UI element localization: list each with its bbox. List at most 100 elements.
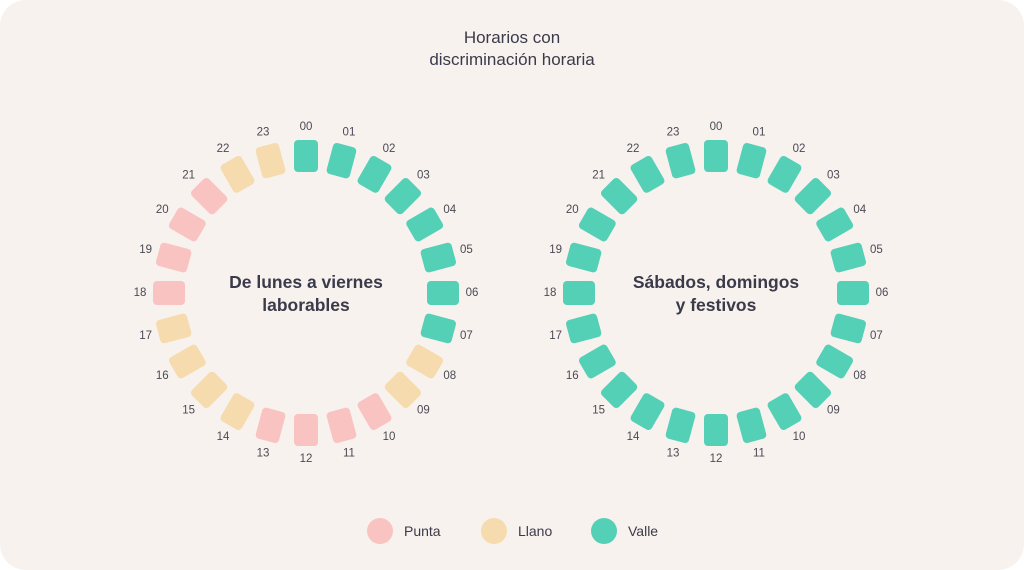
weekday-hour-label-23: 23 — [257, 127, 270, 139]
weekday-hour-tile-07 — [420, 313, 456, 344]
weekend-hour-tile-14 — [630, 393, 665, 431]
weekday-hour-label-19: 19 — [139, 244, 152, 256]
weekday-hour-label-05: 05 — [460, 244, 473, 256]
weekend-hour-label-02: 02 — [793, 143, 806, 155]
weekday-hour-tile-00 — [294, 140, 318, 172]
title-line-1: Horarios con — [463, 28, 561, 47]
weekday-hour-label-18: 18 — [134, 287, 147, 299]
weekend-hour-tile-09 — [794, 371, 832, 409]
weekend-hour-label-19: 19 — [549, 244, 562, 256]
legend-label-valle: Valle — [628, 523, 659, 539]
page-title: Horarios con discriminación horaria — [262, 27, 762, 71]
weekday-hour-label-02: 02 — [383, 143, 396, 155]
weekend-hour-label-18: 18 — [544, 287, 557, 299]
weekend-hour-label-11: 11 — [753, 447, 765, 459]
legend-item-llano: Llano — [481, 516, 552, 546]
weekday-hour-label-13: 13 — [257, 447, 270, 459]
weekend-label-line-2: y festivos — [675, 295, 757, 315]
weekday-hour-tile-14 — [220, 393, 255, 431]
weekday-hour-tile-09 — [384, 371, 422, 409]
weekend-hour-tile-18 — [563, 281, 595, 305]
weekend-hour-tile-23 — [665, 143, 696, 179]
weekend-hour-label-07: 07 — [870, 330, 883, 342]
weekday-center-label: De lunes a viernes laborables — [196, 271, 416, 317]
weekend-hour-tile-06 — [837, 281, 869, 305]
weekday-hour-label-16: 16 — [156, 370, 169, 382]
weekday-hour-tile-20 — [168, 207, 206, 242]
weekend-hour-label-04: 04 — [853, 204, 866, 216]
weekend-hour-tile-03 — [794, 177, 832, 215]
weekday-hour-tile-15 — [190, 371, 228, 409]
weekend-hour-tile-02 — [767, 155, 802, 193]
weekday-hour-label-01: 01 — [343, 127, 356, 139]
weekend-hour-label-06: 06 — [876, 287, 889, 299]
weekend-hour-tile-21 — [600, 177, 638, 215]
weekend-hour-tile-04 — [816, 207, 854, 242]
weekday-hour-tile-08 — [406, 344, 444, 379]
legend: Punta Llano Valle — [0, 516, 1024, 548]
weekday-hour-tile-11 — [326, 407, 357, 443]
weekend-hour-tile-20 — [578, 207, 616, 242]
weekend-hour-tile-17 — [566, 313, 602, 344]
legend-label-llano: Llano — [518, 523, 553, 539]
weekend-hour-tile-15 — [600, 371, 638, 409]
weekend-hour-label-15: 15 — [592, 404, 605, 416]
weekend-hour-tile-00 — [704, 140, 728, 172]
title-line-2: discriminación horaria — [429, 50, 595, 69]
weekend-hour-label-23: 23 — [667, 127, 680, 139]
weekend-hour-label-08: 08 — [853, 370, 866, 382]
weekday-hour-tile-02 — [357, 155, 392, 193]
weekday-hour-tile-16 — [168, 344, 206, 379]
weekday-hour-label-20: 20 — [156, 204, 169, 216]
weekday-label-line-2: laborables — [262, 295, 350, 315]
weekend-hour-tile-01 — [736, 143, 767, 179]
weekend-label-line-1: Sábados, domingos — [632, 272, 800, 292]
weekend-hour-label-17: 17 — [549, 330, 562, 342]
weekday-hour-label-08: 08 — [443, 370, 456, 382]
weekday-hour-tile-03 — [384, 177, 422, 215]
weekend-hour-label-20: 20 — [566, 204, 579, 216]
weekend-hour-label-03: 03 — [827, 170, 840, 182]
weekday-hour-tile-13 — [255, 407, 286, 443]
weekday-hour-label-14: 14 — [217, 431, 230, 443]
weekday-hour-tile-23 — [255, 143, 286, 179]
weekend-center-label: Sábados, domingos y festivos — [606, 271, 826, 317]
weekend-hour-label-10: 10 — [793, 431, 806, 443]
weekend-hour-label-00: 00 — [710, 121, 723, 133]
weekday-hour-tile-17 — [156, 313, 192, 344]
weekday-hour-label-11: 11 — [343, 447, 355, 459]
weekday-hour-label-21: 21 — [182, 170, 195, 182]
weekday-hour-label-17: 17 — [139, 330, 152, 342]
weekend-hour-label-22: 22 — [627, 143, 640, 155]
punta-swatch-icon — [367, 518, 393, 544]
weekday-hour-label-06: 06 — [466, 287, 479, 299]
weekend-hour-label-05: 05 — [870, 244, 883, 256]
legend-item-valle: Valle — [591, 516, 658, 546]
weekday-hour-label-10: 10 — [383, 431, 396, 443]
weekend-hour-label-13: 13 — [667, 447, 680, 459]
weekend-hour-label-09: 09 — [827, 404, 840, 416]
weekday-hour-label-03: 03 — [417, 170, 430, 182]
weekday-hour-tile-12 — [294, 414, 318, 446]
weekday-hour-label-15: 15 — [182, 404, 195, 416]
legend-label-punta: Punta — [404, 523, 441, 539]
weekday-hour-tile-19 — [156, 242, 192, 273]
weekend-hour-tile-08 — [816, 344, 854, 379]
weekday-hour-tile-18 — [153, 281, 185, 305]
weekend-hour-tile-13 — [665, 407, 696, 443]
weekend-hour-tile-22 — [630, 155, 665, 193]
weekday-hour-tile-10 — [357, 393, 392, 431]
weekend-hour-tile-10 — [767, 393, 802, 431]
weekend-hour-tile-16 — [578, 344, 616, 379]
weekday-hour-tile-21 — [190, 177, 228, 215]
weekend-hour-tile-11 — [736, 407, 767, 443]
weekend-hour-tile-07 — [830, 313, 866, 344]
weekend-hour-tile-19 — [566, 242, 602, 273]
weekday-hour-tile-22 — [220, 155, 255, 193]
weekday-hour-label-00: 00 — [300, 121, 313, 133]
weekend-hour-tile-12 — [704, 414, 728, 446]
